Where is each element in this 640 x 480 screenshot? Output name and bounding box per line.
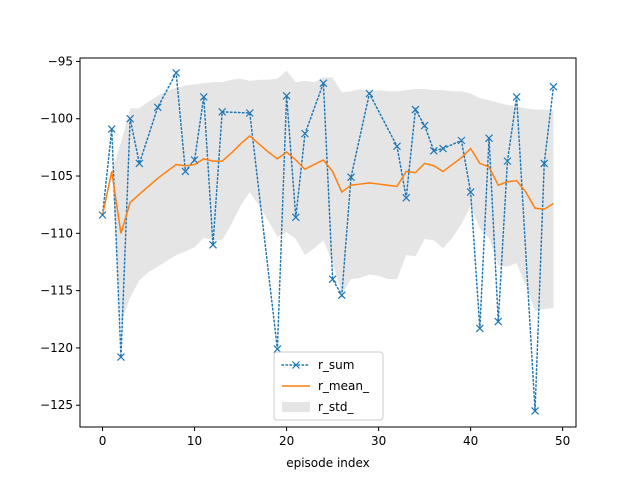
x-tick-label: 50 <box>555 434 570 448</box>
x-tick-label: 20 <box>279 434 294 448</box>
y-tick-label: −125 <box>40 398 73 412</box>
series-r-sum-marker <box>466 188 475 197</box>
series-r-sum-marker <box>365 89 374 98</box>
legend-r-std-swatch <box>282 402 310 412</box>
series-r-sum-marker <box>181 167 190 176</box>
series-r-sum-marker <box>347 173 355 182</box>
series-r-sum-marker <box>328 275 337 284</box>
y-tick-label: −95 <box>48 54 73 68</box>
series-r-sum-marker <box>531 407 539 415</box>
series-r-sum-marker <box>457 136 466 145</box>
series-r-sum-marker <box>117 353 125 362</box>
series-r-sum-marker <box>291 213 300 222</box>
series-r-sum-marker <box>337 291 346 300</box>
y-tick-label: −100 <box>40 112 73 126</box>
series-r-sum-marker <box>429 146 438 155</box>
series-r-sum-marker <box>209 240 217 249</box>
legend-label: r_mean_ <box>318 379 370 393</box>
series-r-sum-marker <box>199 93 208 101</box>
series-r-sum-marker <box>135 159 144 168</box>
series-r-sum-marker <box>485 134 493 143</box>
legend-r-sum-marker <box>292 361 300 369</box>
y-tick-label: −115 <box>40 284 73 298</box>
series-r-sum-line <box>101 70 555 412</box>
series-r-sum-marker <box>273 345 282 353</box>
series-r-sum-marker <box>153 103 162 112</box>
series-r-sum-marker <box>319 79 328 88</box>
series-r-sum-marker <box>245 109 254 117</box>
legend-label: r_std_ <box>318 400 355 414</box>
plot-area <box>98 68 558 415</box>
x-tick-label: 0 <box>99 434 107 448</box>
series-r-sum-marker <box>98 211 107 219</box>
series-r-sum-marker <box>126 114 135 123</box>
x-tick-label: 30 <box>371 434 386 448</box>
legend: r_sum r_mean_ r_std_ <box>273 351 384 421</box>
series-r-sum-marker <box>172 68 181 77</box>
series-r-sum-marker <box>549 82 558 91</box>
series-r-sum-marker <box>301 129 309 138</box>
series-r-sum-marker <box>503 157 512 166</box>
series-r-mean-line <box>101 134 554 234</box>
x-tick-label: 10 <box>187 434 202 448</box>
series-r-sum-marker <box>411 105 420 114</box>
y-tick-label: −120 <box>40 341 73 355</box>
series-r-sum-marker <box>420 121 429 130</box>
series-r-sum-marker <box>475 324 484 333</box>
legend-label: r_sum <box>318 358 354 372</box>
y-tick-label: −105 <box>40 169 73 183</box>
series-r-sum-marker <box>540 159 549 168</box>
series-r-sum-marker <box>494 317 503 326</box>
x-axis-label: episode index <box>286 456 370 470</box>
series-r-std-band <box>102 70 554 324</box>
y-tick-label: −110 <box>40 226 73 240</box>
series-r-sum-marker <box>512 93 521 101</box>
series-r-sum-marker <box>439 144 447 153</box>
series-r-sum-marker <box>402 193 411 202</box>
x-tick-label: 40 <box>463 434 478 448</box>
series-r-sum-marker <box>393 142 401 151</box>
series-r-sum-marker <box>218 107 227 116</box>
series-r-sum-marker <box>282 91 291 100</box>
series-r-sum-marker <box>107 125 116 133</box>
series-r-sum-marker <box>190 156 199 164</box>
axes-frame <box>79 57 577 428</box>
axes: 0 10 20 30 40 50 −125 −120 −115 −110 −105 −100 −95 <box>40 54 577 448</box>
